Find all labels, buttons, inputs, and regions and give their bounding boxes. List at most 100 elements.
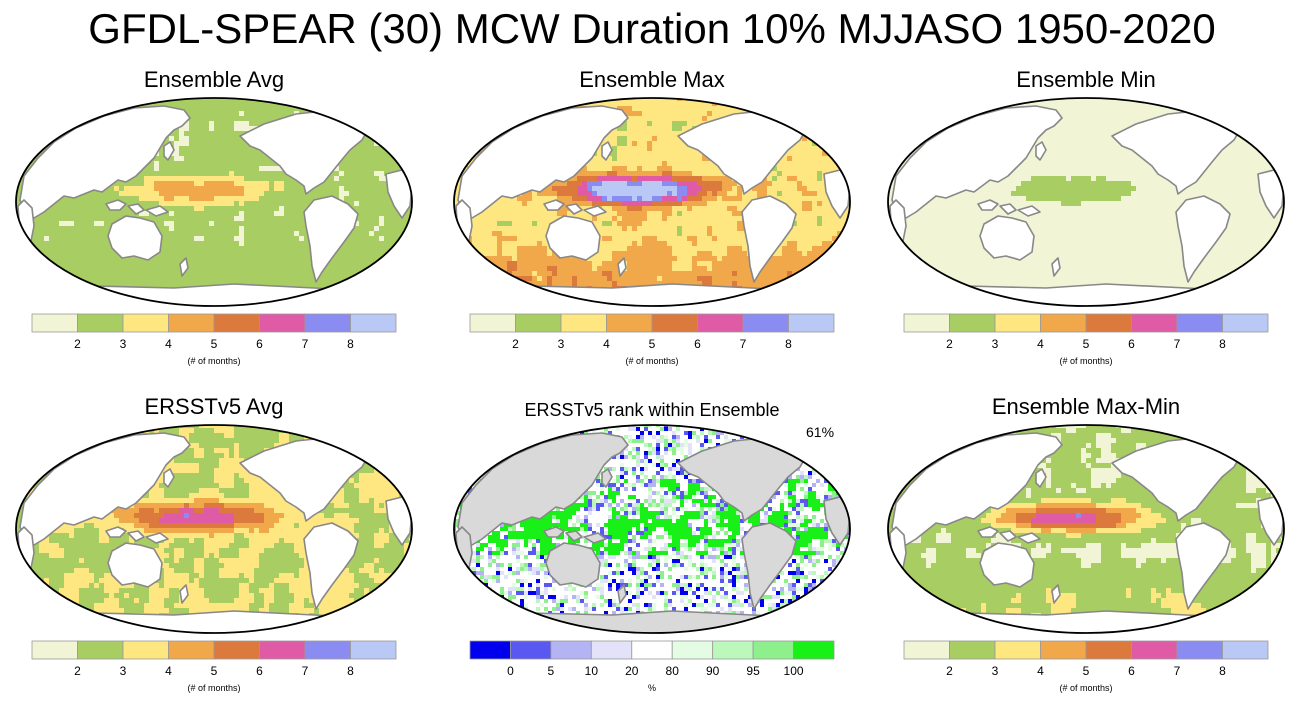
- map-cell: [692, 166, 698, 172]
- land-mass: [303, 195, 359, 283]
- map-cell: [374, 306, 380, 308]
- map-cell: [837, 106, 843, 112]
- map-cell: [682, 101, 688, 107]
- map-cell: [797, 156, 803, 162]
- map-cell: [592, 181, 598, 187]
- map-cell: [642, 171, 648, 177]
- map-cell: [184, 176, 190, 182]
- map-cell: [354, 231, 360, 237]
- map-cell: [169, 181, 175, 187]
- map-cell: [174, 241, 180, 247]
- map-cell: [374, 98, 380, 102]
- map-cell: [124, 181, 130, 187]
- map-cell: [757, 98, 763, 102]
- map-cell: [29, 101, 35, 107]
- map-cell: [69, 301, 75, 306]
- map-cell: [184, 251, 190, 257]
- map-cell: [617, 186, 623, 192]
- map-cell: [44, 126, 50, 132]
- map-cell: [109, 276, 115, 282]
- map-cell: [159, 216, 165, 222]
- map-cell: [767, 98, 773, 102]
- map-cell: [84, 261, 90, 267]
- map-cell: [802, 101, 808, 107]
- map-cell: [274, 191, 280, 197]
- map-cell: [354, 166, 360, 172]
- map-cell: [374, 231, 380, 237]
- map-cell: [374, 241, 380, 247]
- map-cell: [229, 266, 235, 272]
- map-cell: [454, 131, 458, 137]
- map-cell: [807, 101, 813, 107]
- map-cell: [24, 116, 30, 122]
- map-cell: [454, 171, 458, 177]
- map-cell: [279, 246, 285, 252]
- map-cell: [189, 221, 195, 227]
- map-cell: [284, 266, 290, 272]
- map-cell: [284, 246, 290, 252]
- map-cell: [289, 176, 295, 182]
- map-cell: [159, 101, 165, 107]
- map-cell: [394, 306, 400, 308]
- map-cell: [239, 116, 245, 122]
- map-cell: [104, 196, 110, 202]
- map-cell: [39, 241, 45, 247]
- map-cell: [104, 211, 110, 217]
- map-cell: [184, 131, 190, 137]
- map-cell: [394, 166, 400, 172]
- map-cell: [139, 191, 145, 197]
- map-cell: [802, 126, 808, 132]
- map-cell: [477, 106, 483, 112]
- map-cell: [164, 276, 170, 282]
- map-cell: [487, 106, 493, 112]
- colorbar-swatch: [168, 313, 215, 333]
- map-cell: [234, 221, 240, 227]
- map-cell: [199, 98, 205, 102]
- map-cell: [777, 98, 783, 102]
- map-cell: [34, 261, 40, 267]
- map-cell: [224, 186, 230, 192]
- map-cell: [404, 151, 410, 157]
- map-cell: [254, 166, 260, 172]
- map-cell: [259, 116, 265, 122]
- map-cell: [692, 181, 698, 187]
- map-cell: [807, 116, 813, 122]
- map-cell: [89, 306, 95, 308]
- map-cell: [672, 181, 678, 187]
- map-cell: [199, 251, 205, 257]
- map-cell: [842, 98, 848, 102]
- map-cell: [284, 106, 290, 112]
- map-cell: [797, 106, 803, 112]
- map-cell: [94, 296, 100, 302]
- map-cell: [404, 291, 410, 297]
- map-cell: [722, 98, 728, 102]
- map-cell: [782, 111, 788, 117]
- map-cell: [572, 186, 578, 192]
- map-cell: [214, 281, 220, 287]
- map-cell: [339, 261, 345, 267]
- map-cell: [314, 281, 320, 287]
- map-cell: [314, 106, 320, 112]
- map-cell: [209, 211, 215, 217]
- map-cell: [797, 171, 803, 177]
- map-cell: [457, 166, 463, 172]
- map-cell: [214, 251, 220, 257]
- map-cell: [259, 196, 265, 202]
- map-cell: [822, 98, 828, 102]
- map-cell: [269, 276, 275, 282]
- map-cell: [777, 171, 783, 177]
- map-cell: [59, 126, 65, 132]
- map-cell: [369, 296, 375, 302]
- map-cell: [189, 176, 195, 182]
- map-cell: [364, 166, 370, 172]
- map-cell: [374, 281, 380, 287]
- map-cell: [787, 156, 793, 162]
- map-cell: [672, 186, 678, 192]
- map-cell: [802, 166, 808, 172]
- map-cell: [329, 281, 335, 287]
- map-cell: [364, 271, 370, 277]
- map-cell: [817, 131, 823, 137]
- map-cell: [379, 171, 385, 177]
- map-cell: [657, 186, 663, 192]
- map-cell: [682, 161, 688, 167]
